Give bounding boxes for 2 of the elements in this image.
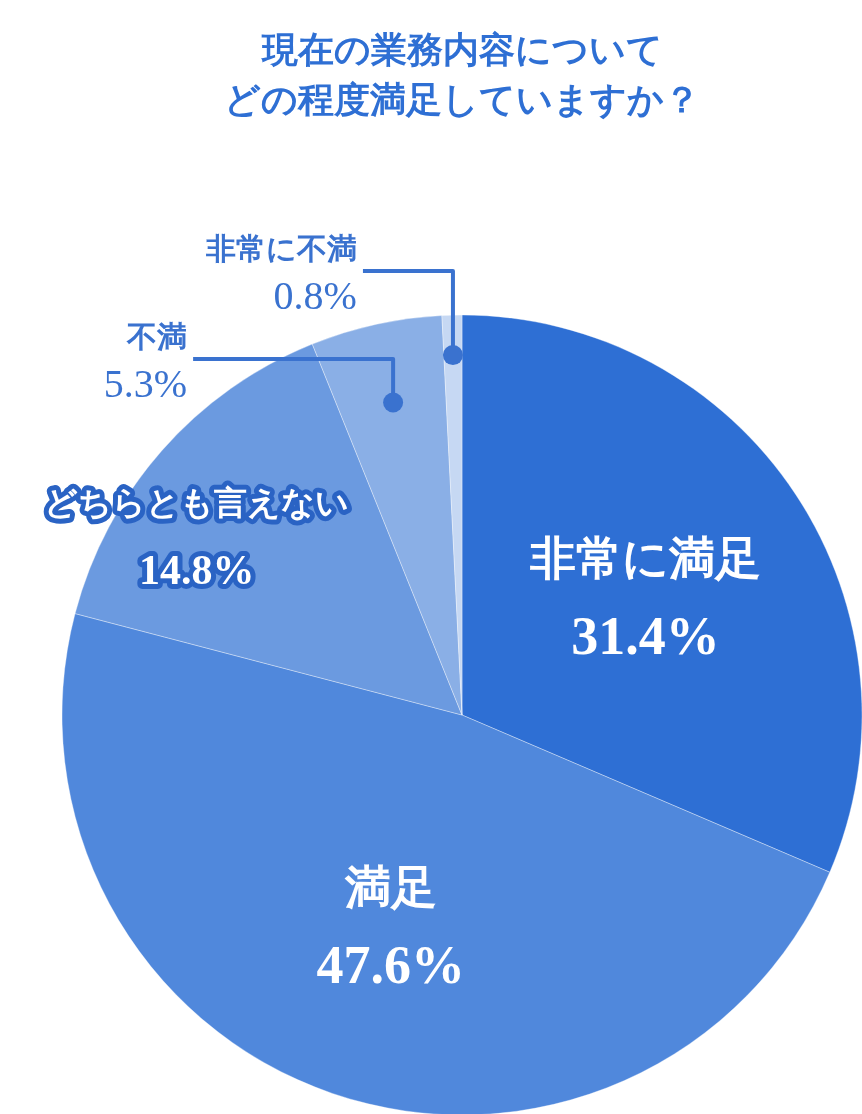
title: 現在の業務内容について (261, 29, 663, 70)
subtitle: どの程度満足していますか？ (224, 79, 700, 120)
